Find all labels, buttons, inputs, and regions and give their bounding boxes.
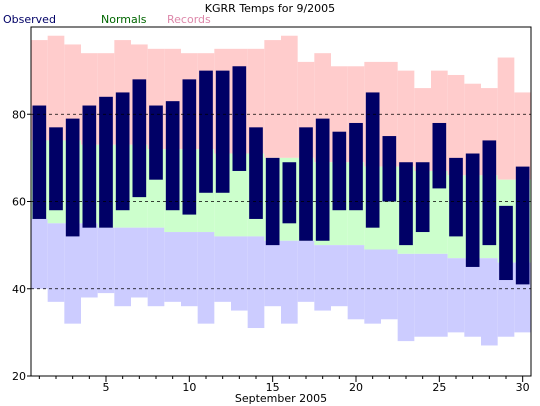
observed-bar: [249, 127, 263, 219]
record-low-bar: [414, 253, 431, 337]
chart-title: KGRR Temps for 9/2005: [205, 2, 335, 15]
observed-bar: [99, 96, 113, 228]
record-low-bar: [147, 227, 165, 307]
observed-bar: [49, 127, 63, 211]
y-tick-label: 20: [12, 370, 26, 383]
observed-bar: [332, 131, 347, 211]
observed-bar: [232, 66, 247, 171]
observed-bar: [32, 105, 47, 219]
record-low-bar: [214, 236, 231, 302]
x-tick-label: 10: [182, 381, 196, 394]
record-low-bar: [181, 232, 198, 307]
record-high-bar: [464, 83, 481, 176]
x-tick-label: 25: [432, 381, 446, 394]
record-high-bar: [447, 74, 465, 176]
observed-bar: [149, 105, 163, 180]
record-low-bar: [331, 245, 348, 307]
observed-bar: [182, 79, 197, 215]
observed-bar: [399, 162, 413, 246]
record-low-bar: [347, 245, 365, 320]
record-high-bar: [397, 70, 415, 167]
legend-records: Records: [167, 13, 211, 26]
observed-bar: [349, 122, 363, 211]
observed-bar: [449, 157, 463, 237]
legend-observed: Observed: [3, 13, 56, 26]
observed-bar: [382, 136, 397, 202]
record-low-bar: [97, 227, 115, 294]
x-axis: 5 10 15 20 25 30: [38, 376, 530, 394]
x-tick-label: 5: [103, 381, 110, 394]
observed-bar: [299, 127, 313, 241]
normal-bar: [231, 153, 248, 237]
record-low-bar: [297, 240, 315, 302]
record-low-bar: [231, 236, 248, 311]
record-low-bar: [164, 232, 181, 302]
record-low-bar: [447, 258, 465, 333]
observed-bar: [465, 153, 480, 267]
observed-bar: [415, 162, 430, 233]
record-low-bar: [431, 253, 448, 337]
record-low-bar: [481, 258, 498, 346]
record-low-bar: [397, 253, 415, 342]
observed-bar: [499, 205, 513, 281]
y-tick-label: 60: [12, 196, 26, 209]
record-high-bar: [414, 88, 431, 171]
normal-bar: [431, 170, 448, 254]
record-low-bar: [31, 218, 48, 289]
observed-bar: [482, 140, 497, 246]
observed-bar: [82, 105, 97, 228]
record-low-bar: [47, 223, 65, 302]
observed-bar: [282, 162, 297, 224]
legend: Observed Normals Records: [3, 13, 211, 26]
record-low-bar: [497, 262, 515, 337]
record-low-bar: [64, 223, 81, 324]
record-low-bar: [197, 232, 215, 324]
observed-bar: [515, 166, 530, 285]
y-tick-label: 40: [12, 283, 26, 296]
x-axis-label: September 2005: [235, 392, 327, 405]
observed-bar: [315, 118, 330, 241]
observed-bar: [199, 70, 213, 193]
observed-bar: [165, 101, 180, 211]
record-low-bar: [264, 240, 281, 307]
record-low-bar: [364, 249, 381, 324]
y-axis: 20 40 60 80: [12, 108, 31, 383]
record-low-bar: [131, 227, 148, 298]
x-tick-label: 15: [266, 381, 280, 394]
record-low-bar: [381, 249, 398, 320]
record-low-bar: [114, 227, 131, 307]
plot-area: [31, 35, 531, 346]
record-low-bar: [81, 223, 98, 298]
x-tick-label: 20: [349, 381, 363, 394]
observed-bar: [65, 118, 80, 237]
record-low-bar: [464, 258, 481, 337]
record-high-bar: [47, 35, 65, 141]
record-high-bar: [497, 57, 515, 180]
record-high-bar: [64, 44, 81, 141]
record-low-bar: [247, 236, 265, 329]
observed-bar: [115, 92, 130, 211]
observed-bar: [365, 92, 380, 228]
record-high-bar: [281, 35, 298, 158]
observed-bar: [215, 70, 230, 193]
record-high-bar: [247, 48, 265, 154]
observed-bar: [432, 122, 447, 189]
record-low-bar: [314, 245, 331, 311]
legend-normals: Normals: [101, 13, 147, 26]
y-tick-label: 80: [12, 108, 26, 121]
record-low-bar: [281, 240, 298, 324]
x-tick-label: 30: [516, 381, 530, 394]
record-high-bar: [264, 40, 281, 158]
observed-bar: [132, 79, 147, 198]
